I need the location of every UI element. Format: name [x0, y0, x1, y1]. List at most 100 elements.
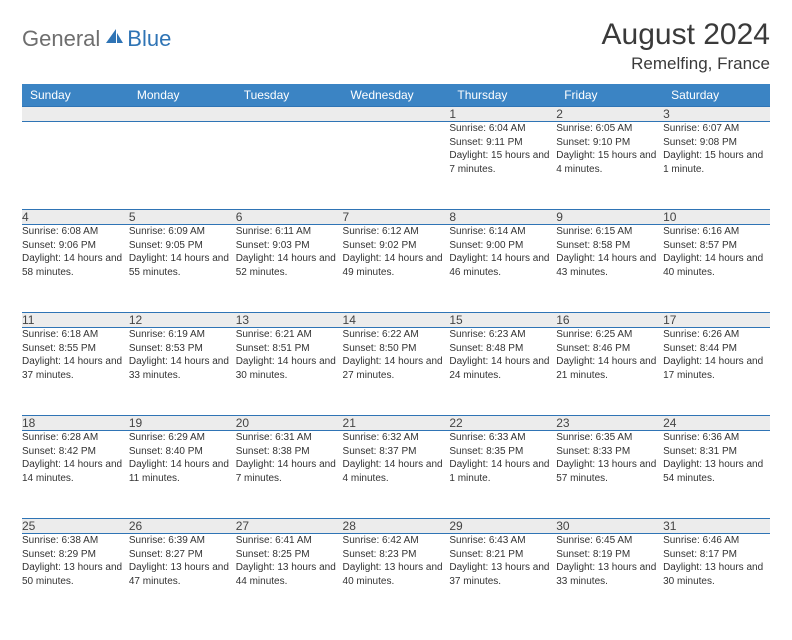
sunrise-line: Sunrise: 6:04 AM — [449, 122, 556, 136]
sunrise-line: Sunrise: 6:19 AM — [129, 328, 236, 342]
day-number-cell: 11 — [22, 313, 129, 328]
week-daynum-row: 11121314151617 — [22, 313, 770, 328]
daylight-line: Daylight: 14 hours and 27 minutes. — [343, 355, 450, 382]
daylight-line: Daylight: 13 hours and 47 minutes. — [129, 561, 236, 588]
sunrise-line: Sunrise: 6:11 AM — [236, 225, 343, 239]
daylight-line: Daylight: 14 hours and 1 minute. — [449, 458, 556, 485]
weekday-col: Saturday — [663, 84, 770, 107]
sunrise-line: Sunrise: 6:15 AM — [556, 225, 663, 239]
daylight-line: Daylight: 15 hours and 7 minutes. — [449, 149, 556, 176]
sunrise-line: Sunrise: 6:23 AM — [449, 328, 556, 342]
day-number-cell: 18 — [22, 416, 129, 431]
week-daynum-row: 45678910 — [22, 210, 770, 225]
day-number-cell: 20 — [236, 416, 343, 431]
day-body-cell: Sunrise: 6:36 AMSunset: 8:31 PMDaylight:… — [663, 431, 770, 519]
sunset-line: Sunset: 8:44 PM — [663, 342, 770, 356]
daylight-line: Daylight: 14 hours and 14 minutes. — [22, 458, 129, 485]
sunset-line: Sunset: 8:27 PM — [129, 548, 236, 562]
day-number-cell: 19 — [129, 416, 236, 431]
sunrise-line: Sunrise: 6:21 AM — [236, 328, 343, 342]
sunrise-line: Sunrise: 6:46 AM — [663, 534, 770, 548]
day-number-cell — [129, 107, 236, 122]
day-body-cell: Sunrise: 6:41 AMSunset: 8:25 PMDaylight:… — [236, 534, 343, 622]
day-body-cell — [129, 122, 236, 210]
calendar-table: Sunday Monday Tuesday Wednesday Thursday… — [22, 84, 770, 622]
daylight-line: Daylight: 14 hours and 33 minutes. — [129, 355, 236, 382]
day-body-cell: Sunrise: 6:15 AMSunset: 8:58 PMDaylight:… — [556, 225, 663, 313]
daylight-line: Daylight: 15 hours and 4 minutes. — [556, 149, 663, 176]
daylight-line: Daylight: 14 hours and 21 minutes. — [556, 355, 663, 382]
daylight-line: Daylight: 15 hours and 1 minute. — [663, 149, 770, 176]
sunset-line: Sunset: 8:17 PM — [663, 548, 770, 562]
sunset-line: Sunset: 8:46 PM — [556, 342, 663, 356]
sunrise-line: Sunrise: 6:36 AM — [663, 431, 770, 445]
sunset-line: Sunset: 8:25 PM — [236, 548, 343, 562]
weekday-col: Friday — [556, 84, 663, 107]
day-body-cell: Sunrise: 6:46 AMSunset: 8:17 PMDaylight:… — [663, 534, 770, 622]
daylight-line: Daylight: 14 hours and 43 minutes. — [556, 252, 663, 279]
day-number-cell: 3 — [663, 107, 770, 122]
sunrise-line: Sunrise: 6:26 AM — [663, 328, 770, 342]
day-body-cell: Sunrise: 6:12 AMSunset: 9:02 PMDaylight:… — [343, 225, 450, 313]
day-number-cell — [22, 107, 129, 122]
day-number-cell: 12 — [129, 313, 236, 328]
day-number-cell: 1 — [449, 107, 556, 122]
day-body-cell: Sunrise: 6:45 AMSunset: 8:19 PMDaylight:… — [556, 534, 663, 622]
sunrise-line: Sunrise: 6:31 AM — [236, 431, 343, 445]
day-body-cell: Sunrise: 6:22 AMSunset: 8:50 PMDaylight:… — [343, 328, 450, 416]
day-number-cell: 9 — [556, 210, 663, 225]
day-number-cell: 13 — [236, 313, 343, 328]
day-number-cell: 14 — [343, 313, 450, 328]
daylight-line: Daylight: 13 hours and 30 minutes. — [663, 561, 770, 588]
week-daynum-row: 18192021222324 — [22, 416, 770, 431]
day-body-cell: Sunrise: 6:33 AMSunset: 8:35 PMDaylight:… — [449, 431, 556, 519]
location-label: Remelfing, France — [602, 54, 770, 74]
sail-icon — [104, 28, 124, 51]
day-number-cell: 27 — [236, 519, 343, 534]
day-body-cell: Sunrise: 6:43 AMSunset: 8:21 PMDaylight:… — [449, 534, 556, 622]
day-body-cell: Sunrise: 6:35 AMSunset: 8:33 PMDaylight:… — [556, 431, 663, 519]
sunset-line: Sunset: 9:10 PM — [556, 136, 663, 150]
daylight-line: Daylight: 14 hours and 40 minutes. — [663, 252, 770, 279]
daylight-line: Daylight: 14 hours and 30 minutes. — [236, 355, 343, 382]
day-body-cell: Sunrise: 6:09 AMSunset: 9:05 PMDaylight:… — [129, 225, 236, 313]
daylight-line: Daylight: 13 hours and 37 minutes. — [449, 561, 556, 588]
daylight-line: Daylight: 14 hours and 17 minutes. — [663, 355, 770, 382]
daylight-line: Daylight: 14 hours and 52 minutes. — [236, 252, 343, 279]
day-number-cell — [236, 107, 343, 122]
sunset-line: Sunset: 8:51 PM — [236, 342, 343, 356]
day-number-cell: 26 — [129, 519, 236, 534]
sunrise-line: Sunrise: 6:35 AM — [556, 431, 663, 445]
day-number-cell: 31 — [663, 519, 770, 534]
day-body-cell: Sunrise: 6:31 AMSunset: 8:38 PMDaylight:… — [236, 431, 343, 519]
day-body-cell: Sunrise: 6:21 AMSunset: 8:51 PMDaylight:… — [236, 328, 343, 416]
day-number-cell: 6 — [236, 210, 343, 225]
sunset-line: Sunset: 8:33 PM — [556, 445, 663, 459]
sunset-line: Sunset: 9:08 PM — [663, 136, 770, 150]
day-body-cell: Sunrise: 6:08 AMSunset: 9:06 PMDaylight:… — [22, 225, 129, 313]
sunrise-line: Sunrise: 6:08 AM — [22, 225, 129, 239]
day-number-cell: 25 — [22, 519, 129, 534]
day-body-cell: Sunrise: 6:28 AMSunset: 8:42 PMDaylight:… — [22, 431, 129, 519]
sunrise-line: Sunrise: 6:12 AM — [343, 225, 450, 239]
title-block: August 2024 Remelfing, France — [602, 18, 770, 74]
week-daynum-row: 25262728293031 — [22, 519, 770, 534]
daylight-line: Daylight: 14 hours and 46 minutes. — [449, 252, 556, 279]
day-body-cell: Sunrise: 6:07 AMSunset: 9:08 PMDaylight:… — [663, 122, 770, 210]
day-body-cell: Sunrise: 6:18 AMSunset: 8:55 PMDaylight:… — [22, 328, 129, 416]
daylight-line: Daylight: 14 hours and 55 minutes. — [129, 252, 236, 279]
day-body-cell: Sunrise: 6:14 AMSunset: 9:00 PMDaylight:… — [449, 225, 556, 313]
sunset-line: Sunset: 8:50 PM — [343, 342, 450, 356]
day-number-cell: 24 — [663, 416, 770, 431]
day-body-cell: Sunrise: 6:25 AMSunset: 8:46 PMDaylight:… — [556, 328, 663, 416]
weekday-col: Tuesday — [236, 84, 343, 107]
sunrise-line: Sunrise: 6:09 AM — [129, 225, 236, 239]
sunset-line: Sunset: 8:31 PM — [663, 445, 770, 459]
brand-logo: General Blue — [22, 18, 171, 52]
day-number-cell: 30 — [556, 519, 663, 534]
day-body-cell: Sunrise: 6:32 AMSunset: 8:37 PMDaylight:… — [343, 431, 450, 519]
day-number-cell: 16 — [556, 313, 663, 328]
week-body-row: Sunrise: 6:08 AMSunset: 9:06 PMDaylight:… — [22, 225, 770, 313]
week-body-row: Sunrise: 6:18 AMSunset: 8:55 PMDaylight:… — [22, 328, 770, 416]
sunrise-line: Sunrise: 6:07 AM — [663, 122, 770, 136]
